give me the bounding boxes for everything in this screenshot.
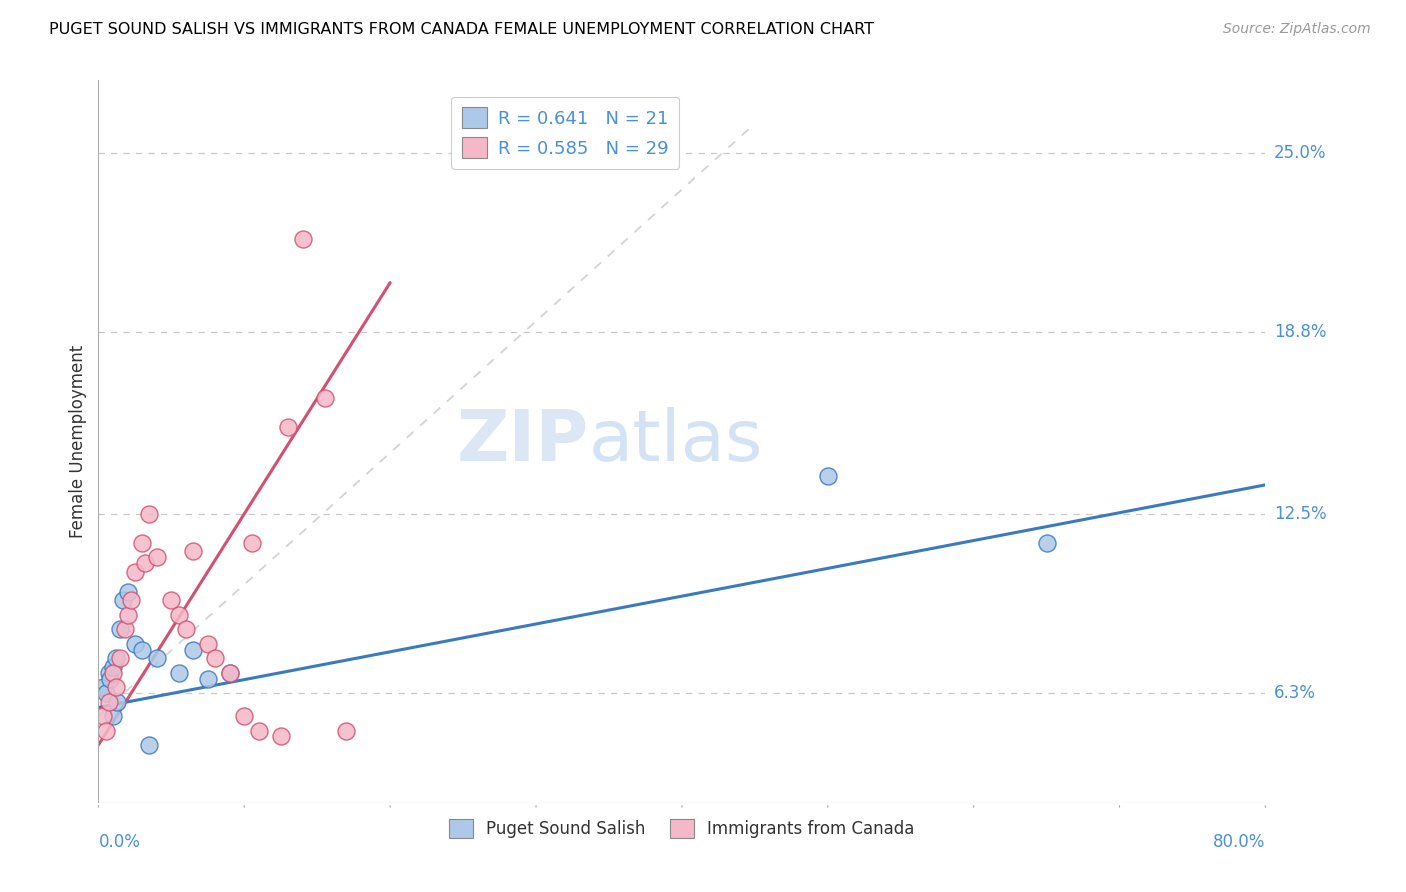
Point — [134, 556, 156, 570]
Point — [247, 723, 270, 738]
Point — [101, 709, 124, 723]
Point — [270, 729, 292, 743]
Point — [124, 637, 146, 651]
Text: 80.0%: 80.0% — [1213, 833, 1265, 851]
Point — [104, 680, 127, 694]
Point — [91, 709, 114, 723]
Point — [114, 623, 136, 637]
Point — [167, 665, 190, 680]
Text: 0.0%: 0.0% — [98, 833, 141, 851]
Point — [277, 420, 299, 434]
Point — [197, 672, 219, 686]
Point — [105, 695, 128, 709]
Point — [167, 607, 190, 622]
Text: atlas: atlas — [589, 407, 763, 476]
Point — [174, 623, 197, 637]
Text: 25.0%: 25.0% — [1274, 144, 1326, 161]
Point — [117, 607, 139, 622]
Point — [197, 637, 219, 651]
Point — [97, 665, 120, 680]
Point — [110, 651, 132, 665]
Text: ZIP: ZIP — [457, 407, 589, 476]
Point — [124, 565, 146, 579]
Point — [146, 651, 169, 665]
Point — [110, 623, 132, 637]
Point — [817, 469, 839, 483]
Point — [218, 665, 240, 680]
Point — [204, 651, 226, 665]
Point — [112, 593, 135, 607]
Point — [181, 642, 204, 657]
Point — [218, 665, 240, 680]
Point — [98, 672, 121, 686]
Point — [160, 593, 183, 607]
Point — [120, 593, 142, 607]
Point — [138, 738, 160, 752]
Point — [314, 391, 336, 405]
Legend: Puget Sound Salish, Immigrants from Canada: Puget Sound Salish, Immigrants from Cana… — [443, 813, 921, 845]
Point — [181, 544, 204, 558]
Point — [131, 535, 153, 549]
Point — [94, 723, 117, 738]
Text: Source: ZipAtlas.com: Source: ZipAtlas.com — [1223, 22, 1371, 37]
Text: 18.8%: 18.8% — [1274, 323, 1326, 341]
Point — [94, 686, 117, 700]
Text: 6.3%: 6.3% — [1274, 684, 1316, 702]
Point — [131, 642, 153, 657]
Point — [233, 709, 256, 723]
Point — [335, 723, 357, 738]
Point — [138, 507, 160, 521]
Point — [1035, 535, 1057, 549]
Point — [240, 535, 263, 549]
Y-axis label: Female Unemployment: Female Unemployment — [69, 345, 87, 538]
Point — [101, 660, 124, 674]
Point — [101, 665, 124, 680]
Point — [291, 232, 314, 246]
Point — [117, 584, 139, 599]
Text: 12.5%: 12.5% — [1274, 505, 1326, 523]
Point — [146, 550, 169, 565]
Point — [104, 651, 127, 665]
Point — [97, 695, 120, 709]
Text: PUGET SOUND SALISH VS IMMIGRANTS FROM CANADA FEMALE UNEMPLOYMENT CORRELATION CHA: PUGET SOUND SALISH VS IMMIGRANTS FROM CA… — [49, 22, 875, 37]
Point — [91, 680, 114, 694]
